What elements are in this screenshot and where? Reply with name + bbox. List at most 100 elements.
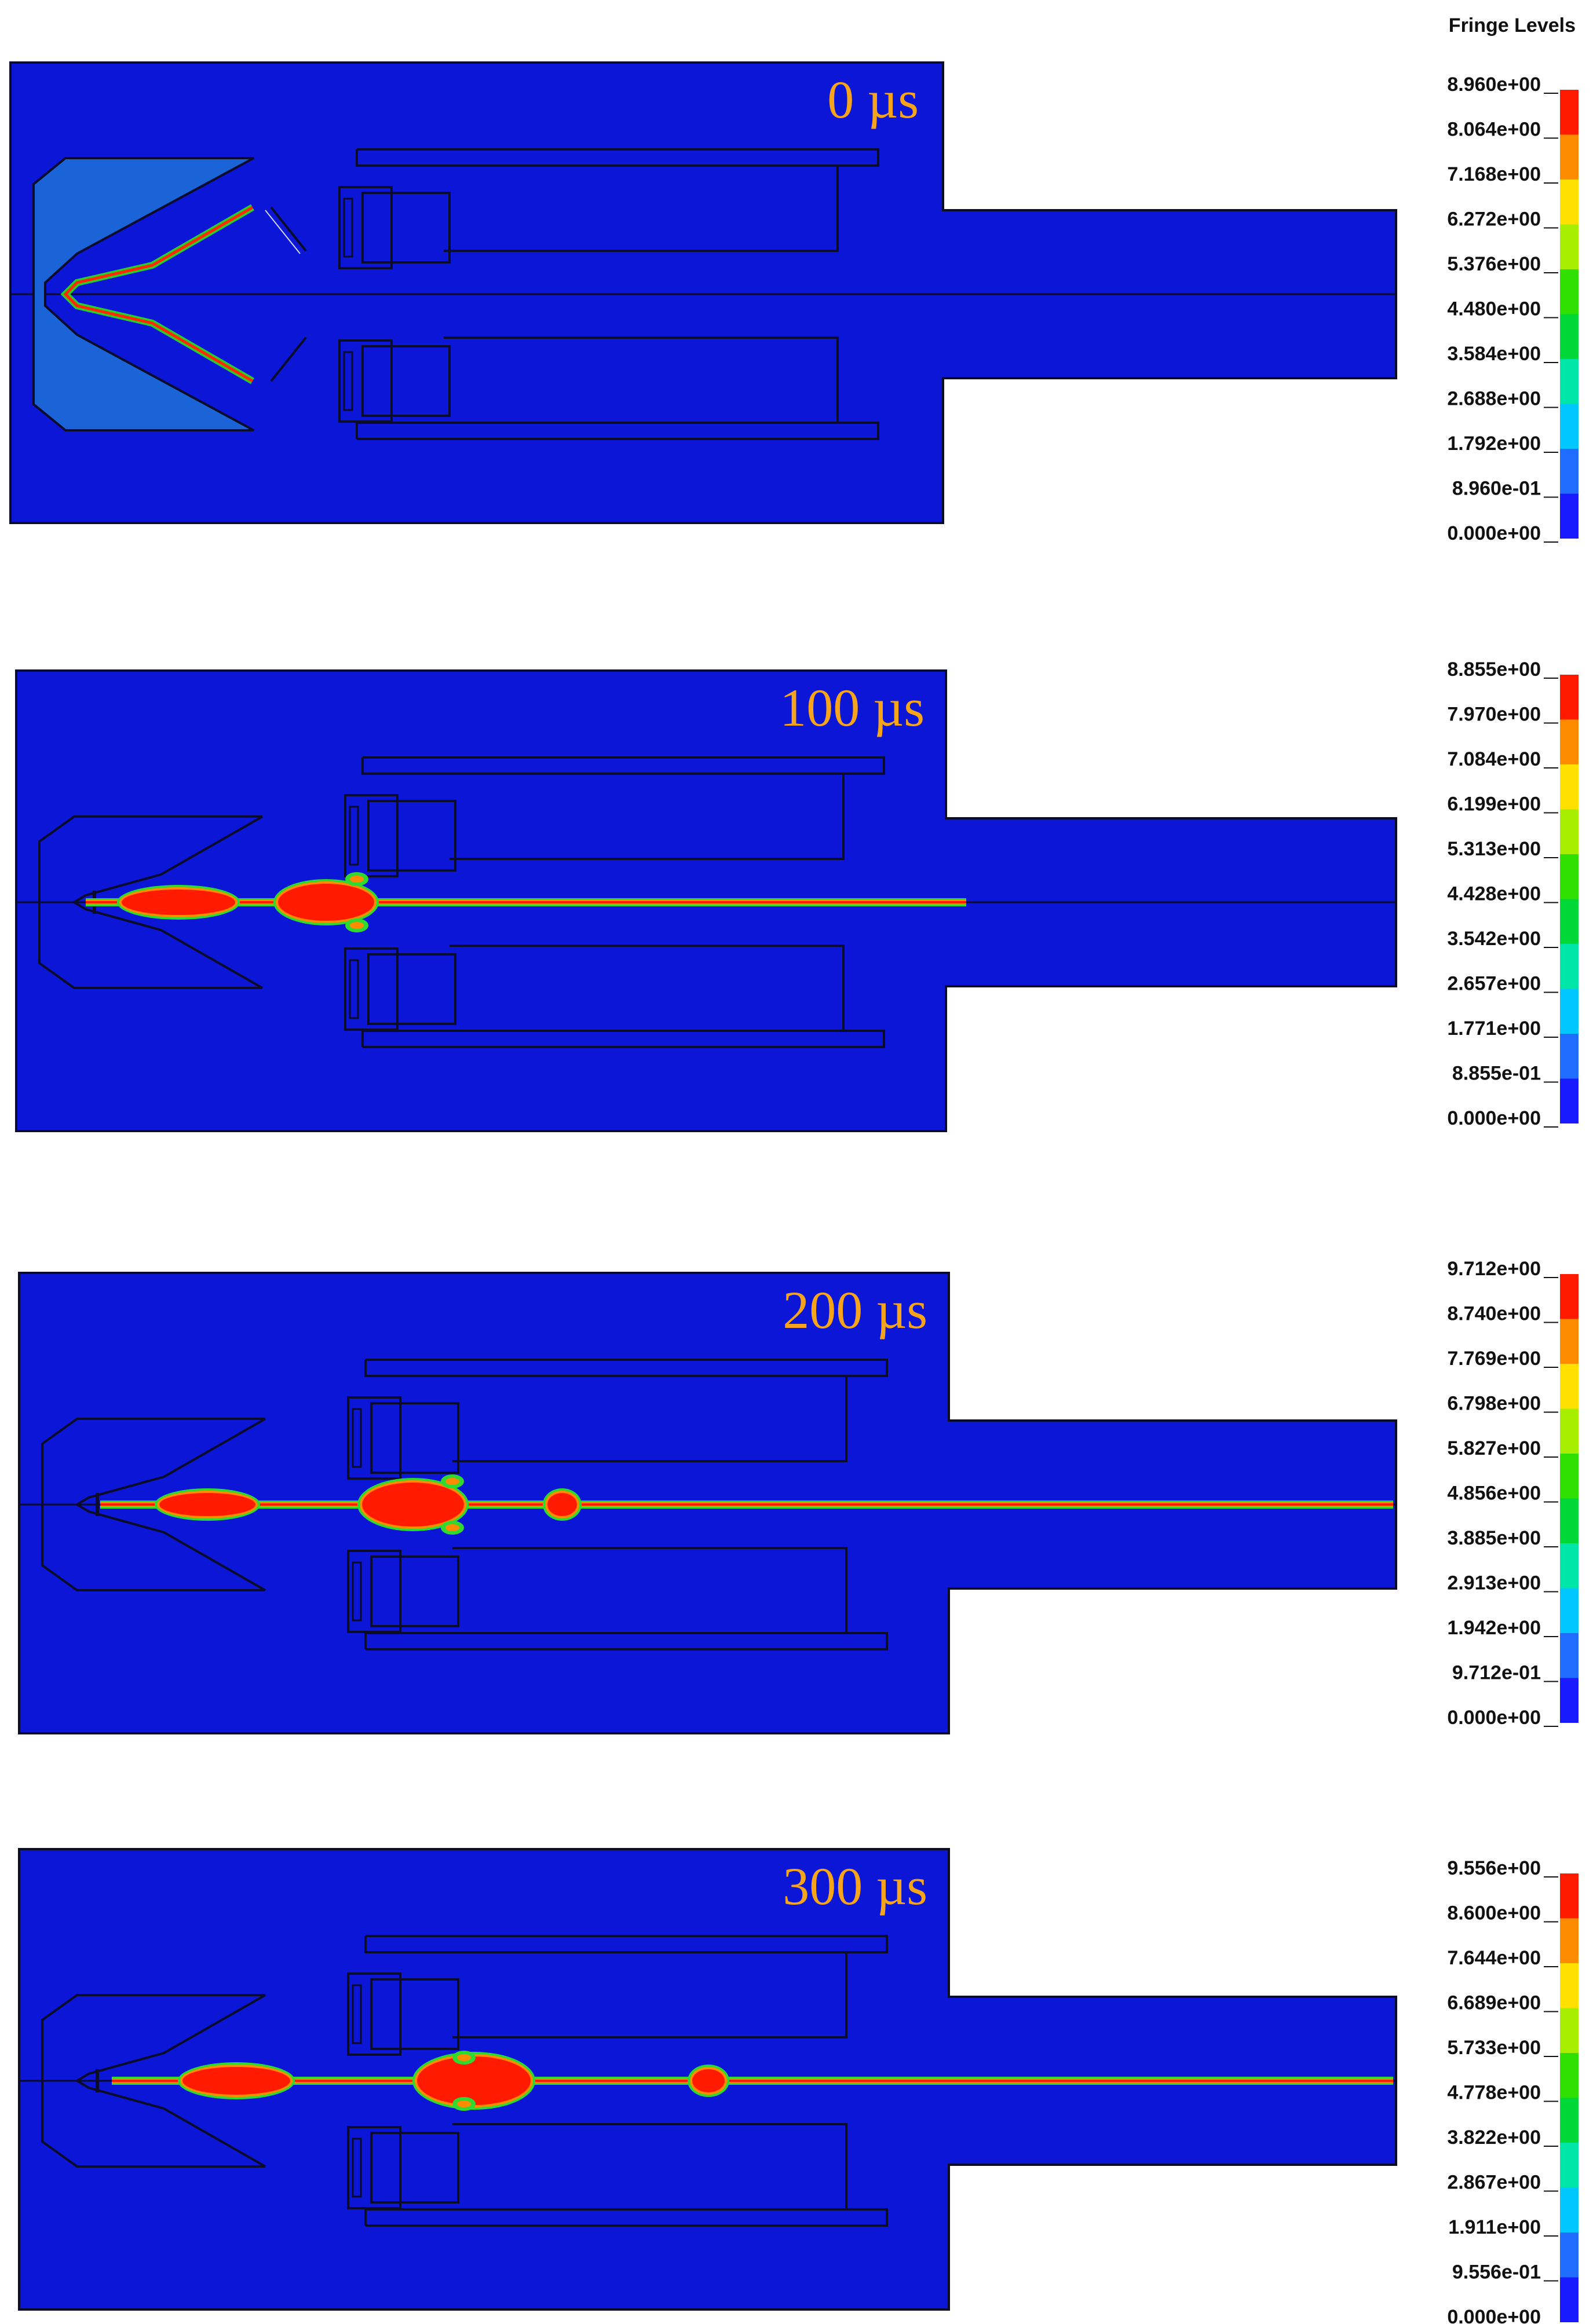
- fringe-value: 4.428e+00: [1447, 883, 1541, 905]
- jet-bulge: [182, 2067, 290, 2095]
- charge-outline: [38, 815, 262, 989]
- bolt-body-lower: [370, 1556, 459, 1627]
- fringe-swatch: [1560, 2053, 1579, 2098]
- fragment: [457, 2054, 471, 2061]
- bolt-body-upper: [367, 800, 456, 872]
- fringe-swatch: [1560, 1633, 1579, 1678]
- fringe-swatch: [1560, 404, 1579, 449]
- panels-group: 0 µs 8.960e+00 8.064e+00 7.168e+00 6.272e+00…: [9, 61, 1579, 2324]
- fringe-value: 6.199e+00: [1447, 793, 1541, 815]
- fringe-value: 5.313e+00: [1447, 838, 1541, 860]
- fringe-swatch: [1560, 1078, 1579, 1123]
- fragment: [445, 1524, 459, 1531]
- time-label: 200 µs: [783, 1280, 927, 1339]
- fringe-swatch: [1560, 944, 1579, 989]
- fringe-value: 8.855e-01: [1452, 1063, 1541, 1085]
- jet-bulge: [159, 1493, 255, 1516]
- fragment: [350, 876, 364, 883]
- bolt-cap-lower: [352, 1561, 362, 1622]
- fringe-value: 1.911e+00: [1448, 2216, 1541, 2238]
- fringe-value: 7.769e+00: [1447, 1348, 1541, 1370]
- jet-bulge: [417, 2056, 531, 2105]
- bolt-head-upper: [347, 1396, 401, 1480]
- fringe-value: 1.792e+00: [1447, 433, 1541, 455]
- fringe-swatch: [1560, 449, 1579, 494]
- fringe-swatch: [1560, 1873, 1579, 1919]
- jet-core: [86, 901, 966, 903]
- domain-content: [16, 756, 1396, 1048]
- bolt-cap-upper: [349, 806, 359, 866]
- bolt-head-upper: [347, 1972, 401, 2056]
- chamber-upper: [364, 1935, 888, 2038]
- bolt-head-upper: [338, 186, 393, 269]
- fringe-swatch: [1560, 1963, 1579, 2008]
- bolt-head-upper: [344, 794, 399, 877]
- fringe-swatch: [1560, 675, 1579, 720]
- fringe-value: 0.000e+00: [1447, 1707, 1541, 1729]
- jet-bulge: [278, 884, 374, 921]
- fringe-value: 9.712e+00: [1447, 1258, 1541, 1280]
- fringe-swatch: [1560, 2143, 1579, 2188]
- fringe-swatch: [1560, 1319, 1579, 1364]
- jet-core: [100, 1503, 1393, 1506]
- fringe-legend-1: 8.855e+00 7.970e+00 7.084e+00 6.199e+00 5.31…: [1447, 658, 1579, 1129]
- fringe-swatch: [1560, 1454, 1579, 1499]
- chamber-upper: [364, 1359, 888, 1462]
- jet-bulge: [692, 2069, 725, 2092]
- fringe-value: 7.084e+00: [1447, 748, 1541, 770]
- fringe-legend-2: 9.712e+00 8.740e+00 7.769e+00 6.798e+00 5.82…: [1447, 1258, 1579, 1729]
- fringe-swatch: [1560, 1678, 1579, 1723]
- fringe-value: 1.942e+00: [1447, 1617, 1541, 1639]
- domain-content: [10, 148, 1396, 440]
- fringe-value: 6.798e+00: [1447, 1393, 1541, 1415]
- fringe-swatch: [1560, 1588, 1579, 1633]
- fringe-swatch: [1560, 719, 1579, 764]
- fringe-swatch: [1560, 2187, 1579, 2232]
- explosive-charge: [32, 157, 254, 431]
- charge-outline: [41, 1994, 265, 2168]
- fringe-value: 3.542e+00: [1447, 928, 1541, 950]
- ale-domain: [9, 61, 1397, 524]
- bolt-body-lower: [361, 345, 451, 417]
- fringe-swatch: [1560, 359, 1579, 404]
- fringe-swatch: [1560, 809, 1579, 854]
- fringe-levels-title: Fringe Levels: [1449, 14, 1576, 36]
- fringe-value: 9.556e+00: [1447, 1857, 1541, 1879]
- jet-core: [112, 2080, 1393, 2082]
- bolt-cap-lower: [352, 2138, 362, 2198]
- chamber-upper: [361, 756, 885, 860]
- fringe-value: 4.778e+00: [1447, 2082, 1541, 2104]
- fringe-swatch: [1560, 2098, 1579, 2143]
- bolt-cap-upper: [343, 197, 353, 258]
- fringe-value: 9.556e-01: [1452, 2261, 1541, 2283]
- fringe-value: 8.855e+00: [1447, 658, 1541, 680]
- fringe-value: 9.712e-01: [1452, 1662, 1541, 1684]
- fringe-value: 3.822e+00: [1447, 2127, 1541, 2149]
- fringe-value: 6.272e+00: [1447, 208, 1541, 230]
- fringe-value: 8.600e+00: [1447, 1902, 1541, 1924]
- panel-3: 300 µs: [18, 1848, 1397, 2311]
- bolt-cap-lower: [349, 959, 359, 1019]
- fringe-swatch: [1560, 764, 1579, 810]
- bolt-cap-upper: [352, 1408, 362, 1468]
- fringe-swatch: [1560, 269, 1579, 314]
- fringe-value: 0.000e+00: [1447, 1107, 1541, 1129]
- time-label: 300 µs: [783, 1857, 927, 1916]
- wave-shaper-lower: [270, 336, 307, 382]
- fringe-value: 7.168e+00: [1447, 163, 1541, 185]
- liner: [63, 206, 254, 383]
- charge-cavity: [75, 1994, 266, 2168]
- fringe-value: 2.688e+00: [1447, 388, 1541, 410]
- charge-cavity: [75, 1418, 266, 1591]
- fringe-swatch: [1560, 899, 1579, 944]
- fringe-value: 5.827e+00: [1447, 1437, 1541, 1459]
- domain-content: [19, 1935, 1396, 2227]
- time-label: 0 µs: [827, 70, 919, 129]
- fringe-value: 8.960e-01: [1452, 478, 1541, 500]
- fringe-value: 3.584e+00: [1447, 343, 1541, 365]
- fragment: [445, 1478, 459, 1485]
- fragment: [457, 2100, 471, 2107]
- fringe-swatch: [1560, 1498, 1579, 1543]
- wave-shaper-upper-edge: [265, 210, 301, 254]
